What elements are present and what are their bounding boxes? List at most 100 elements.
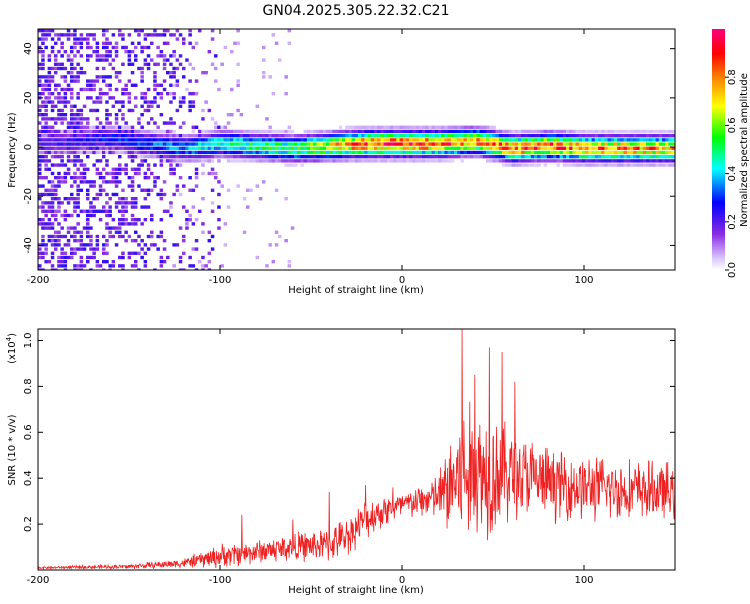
spectrogram-cell [76,117,80,121]
spectrogram-cell [415,159,420,163]
spectrogram-cell [102,58,106,62]
spectrogram-cell [313,150,317,155]
spectrogram-cell [108,87,112,92]
spectrogram-cell [175,188,180,192]
spectrogram-cell [102,209,106,213]
spectrogram-cell [57,239,61,243]
spectrogram-cell [556,163,560,167]
spectrogram-cell [172,92,176,96]
spectrogram-cell [620,129,624,134]
spectrogram-cell [290,134,295,138]
spectrogram-cell [550,155,554,159]
spectrogram-cell [111,129,116,134]
spectrogram-cell [534,138,538,142]
spectrogram-cell [412,155,416,159]
spectrogram-cell [626,138,631,142]
spectrogram-cell [63,150,68,155]
spectrogram-cell [534,142,538,146]
spectrogram-cell [76,79,80,83]
spectrogram-cell [108,146,112,150]
spectrogram-cell [92,33,96,37]
spectrogram-cell [121,222,125,226]
spectrogram-cell [54,155,58,159]
spectrogram-cell [422,150,426,155]
spectrogram-cell [50,104,55,108]
spectrogram-cell [185,209,189,213]
spectrogram-cell [585,134,589,138]
spectrogram-cell [134,54,138,58]
spectrogram-cell [300,150,304,155]
spectrogram-cell [79,176,84,180]
spectrogram-cell [278,159,282,163]
spectrogram-cell [409,129,413,134]
spectrogram-cell [50,92,55,96]
spectrogram-cell [441,150,445,155]
spectrogram-cell [425,150,429,155]
spectrogram-cell [111,260,116,264]
spectrogram-cell [409,146,413,150]
spectrogram-cell [156,104,160,108]
spectrogram-cell [207,159,212,163]
spectrogram-cell [86,243,90,247]
spectrogram-cell [620,159,624,163]
spectrogram-cell [313,142,317,146]
spectrogram-cell [377,129,381,134]
spectrogram-cell [194,171,199,176]
spectrogram-cell [412,159,416,163]
spectrogram-cell [63,234,68,239]
spectrogram-cell [351,159,356,163]
spectrogram-cell [118,71,122,75]
spectrogram-cell [60,87,64,92]
spectrogram-cell [121,104,125,108]
spectrogram-cell [582,163,586,167]
spectrogram-cell [57,108,61,113]
spectrogram-cell [57,230,61,234]
spectrogram-cell [143,264,148,268]
spectrogram-cell [335,138,340,142]
spectrogram-cell [79,129,84,134]
spectrogram-cell [594,134,599,138]
spectrogram-cell [73,230,77,234]
spectrogram-cell [50,108,55,113]
spectrogram-cell [166,29,170,33]
spectrogram-cell [105,226,109,230]
spectrogram-cell [143,171,148,176]
spectrogram-cell [47,159,52,163]
spectrogram-cell [332,159,336,163]
spectrogram-cell [386,159,391,163]
spectrogram-cell [194,176,199,180]
spectrogram-cell [95,146,100,150]
spectrogram-cell [246,205,250,209]
spectrogram-cell [246,188,250,192]
spectrogram-cell [476,146,480,150]
spectrogram-cell [98,87,103,92]
spectrogram-cell [505,142,509,146]
x-tick-label: 0 [399,275,405,286]
snr-y-scale-label: (x104) [5,333,18,364]
spectrogram-cell [278,155,282,159]
spectrogram-cell [111,171,116,176]
spectrogram-cell [54,83,58,87]
spectrogram-cell [438,146,442,150]
spectrogram-cell [54,150,58,155]
spectrogram-cell [594,155,599,159]
spectrogram-cell [95,209,100,213]
spectrogram-cell [86,58,90,62]
spectrogram-cell [479,146,484,150]
spectrogram-cell [514,155,519,159]
spectrogram-cell [41,100,45,104]
spectrogram-cell [50,171,55,176]
spectrogram-cell [655,129,660,134]
spectrogram-cell [79,37,84,41]
spectrogram-cell [204,129,208,134]
spectrogram-cell [137,268,141,270]
spectrogram-cell [73,159,77,163]
spectrogram-cell [121,62,125,66]
spectrogram-cell [143,251,148,255]
spectrogram-cell [182,66,186,71]
spectrogram-cell [450,146,455,150]
spectrogram-cell [447,134,452,138]
spectrogram-cell [274,146,279,150]
spectrogram-cell [86,54,90,58]
spectrogram-cell [146,87,151,92]
